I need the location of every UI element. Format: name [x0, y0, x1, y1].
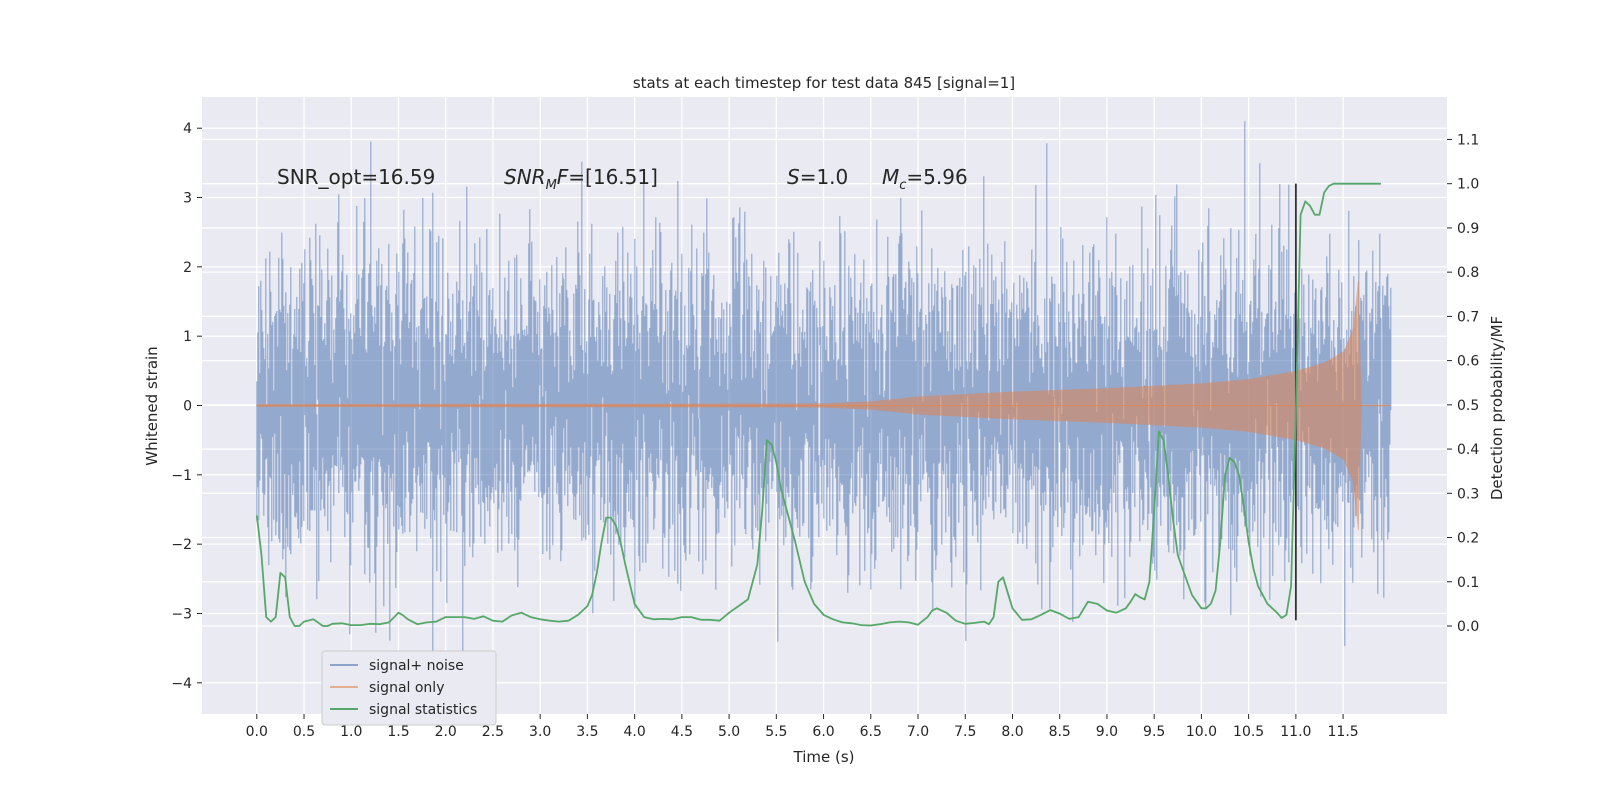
annotation-snr-opt: SNR_opt=16.59 — [277, 165, 435, 189]
x-axis-label: Time (s) — [793, 748, 855, 766]
signal-only-series — [256, 279, 1391, 532]
x-tick-label: 7.5 — [954, 724, 976, 740]
x-tick-label: 0.0 — [246, 724, 268, 740]
y-right-tick-label: 0.5 — [1457, 398, 1479, 414]
x-tick-label: 6.0 — [812, 724, 834, 740]
y-tick-label: 1 — [183, 329, 192, 345]
x-tick-label: 7.0 — [907, 724, 929, 740]
y-right-tick-label: 0.9 — [1457, 221, 1479, 237]
annotations: SNR_opt=16.59 SNRMF=[16.51] S=1.0 Mc=5.9… — [277, 165, 968, 193]
x-tick-label: 8.5 — [1049, 724, 1071, 740]
x-tick-label: 2.0 — [435, 724, 457, 740]
y-right-tick-label: 0.3 — [1457, 486, 1479, 502]
y-tick-label: 4 — [183, 121, 192, 137]
legend-label-signal-noise: signal+ noise — [369, 658, 464, 674]
x-tick-label: 5.0 — [718, 724, 740, 740]
y-right-tick-label: 0.6 — [1457, 354, 1479, 370]
y-axis-right-label: Detection probability/MF — [1488, 316, 1506, 500]
axis-ticks: 0.0 0.5 1.0 1.5 2.0 2.5 3.0 3.5 4.0 4.5 5.0 5.5 6.0 6… — [171, 121, 1479, 740]
legend-box — [321, 650, 497, 726]
signal-statistics-series — [255, 182, 1381, 627]
signal-statistics-line — [255, 182, 1381, 627]
x-tick-label: 11.5 — [1328, 724, 1359, 740]
x-tick-label: 2.5 — [482, 724, 504, 740]
x-tick-label: 5.5 — [765, 724, 787, 740]
y-tick-label: −3 — [171, 606, 192, 622]
x-tick-label: 8.0 — [1001, 724, 1023, 740]
x-tick-label: 9.0 — [1096, 724, 1118, 740]
y-tick-label: −1 — [171, 468, 192, 484]
x-tick-label: 0.5 — [293, 724, 315, 740]
y-right-tick-label: 0.7 — [1457, 309, 1479, 325]
x-tick-label: 3.5 — [576, 724, 598, 740]
y-tick-label: 2 — [183, 260, 192, 276]
y-right-tick-label: 1.1 — [1457, 132, 1479, 148]
x-tick-label: 10.5 — [1233, 724, 1264, 740]
y-right-tick-label: 1.0 — [1457, 177, 1479, 193]
x-tick-label: 1.5 — [387, 724, 409, 740]
legend: signal+ noise signal only signal statist… — [321, 650, 497, 726]
annotation-snr-mf: SNRMF=[16.51] — [504, 165, 658, 193]
x-tick-label: 6.5 — [860, 724, 882, 740]
y-right-tick-label: 0.1 — [1457, 575, 1479, 591]
y-right-tick-label: 0.2 — [1457, 531, 1479, 547]
y-tick-label: −4 — [171, 676, 192, 692]
y-tick-label: −2 — [171, 537, 192, 553]
y-right-tick-label: 0.0 — [1457, 619, 1479, 635]
x-tick-label: 4.5 — [671, 724, 693, 740]
legend-label-signal-statistics: signal statistics — [369, 702, 477, 718]
x-tick-label: 4.0 — [623, 724, 645, 740]
legend-label-signal-only: signal only — [369, 680, 444, 696]
y-axis-label: Whitened strain — [143, 346, 161, 465]
y-right-tick-label: 0.4 — [1457, 442, 1479, 458]
chart-title: stats at each timestep for test data 845… — [633, 74, 1015, 92]
x-tick-label: 10.0 — [1186, 724, 1217, 740]
y-right-tick-label: 0.8 — [1457, 265, 1479, 281]
y-tick-label: 0 — [183, 399, 192, 415]
x-tick-label: 1.0 — [340, 724, 362, 740]
y-tick-label: 3 — [183, 191, 192, 207]
x-tick-label: 11.0 — [1280, 724, 1311, 740]
x-tick-label: 9.5 — [1143, 724, 1165, 740]
annotation-s: S=1.0 — [787, 165, 848, 189]
x-tick-label: 3.0 — [529, 724, 551, 740]
annotation-mc: Mc=5.96 — [882, 165, 968, 193]
